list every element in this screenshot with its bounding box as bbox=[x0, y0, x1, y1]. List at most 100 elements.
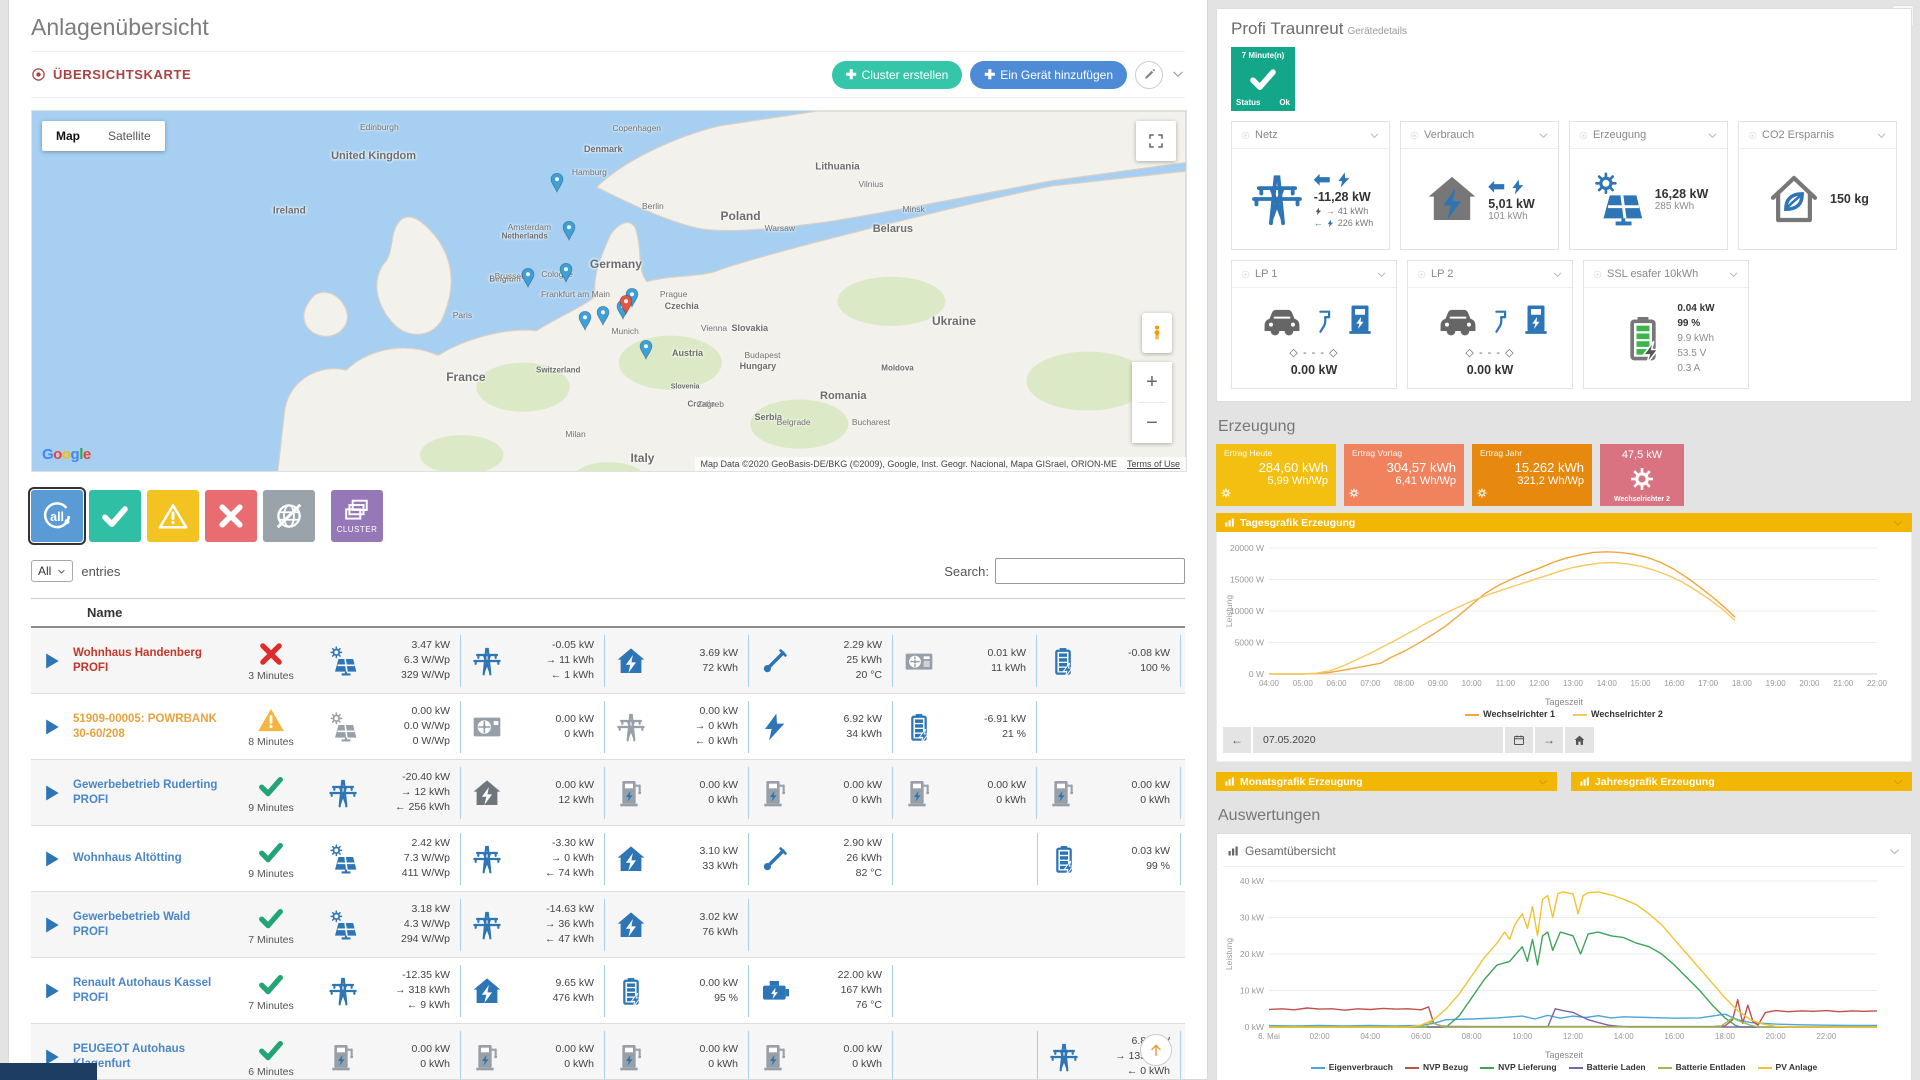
legend-item[interactable]: Eigenverbrauch bbox=[1311, 1062, 1393, 1072]
legend-item[interactable]: Wechselrichter 1 bbox=[1465, 709, 1555, 719]
map-card-title[interactable]: ÜBERSICHTSKARTE bbox=[31, 67, 191, 82]
map-marker-pin[interactable] bbox=[635, 339, 657, 361]
metric-charger: 0.00 kW0 kWh bbox=[893, 767, 1037, 819]
map-zoom-out-button[interactable]: − bbox=[1132, 403, 1172, 443]
map-marker-pin[interactable] bbox=[555, 262, 577, 284]
filter-ok-button[interactable] bbox=[89, 490, 141, 542]
pegman-control[interactable] bbox=[1142, 313, 1172, 353]
plant-name[interactable]: 51909-00005: POWRBANK 30-60/208 bbox=[73, 712, 225, 742]
today-button[interactable] bbox=[1565, 727, 1594, 753]
monthly-graph-bar[interactable]: Monatsgrafik Erzeugung bbox=[1216, 772, 1557, 791]
page-title: Anlagenübersicht bbox=[31, 0, 1185, 52]
legend-item[interactable]: Wechselrichter 2 bbox=[1573, 709, 1663, 719]
search-input[interactable] bbox=[995, 558, 1185, 584]
filter-cluster-button[interactable]: CLUSTER bbox=[331, 490, 383, 542]
svg-text:05:00: 05:00 bbox=[1293, 679, 1314, 688]
battery-card-header[interactable]: SSL esafer 10kWh bbox=[1584, 261, 1748, 288]
plant-name[interactable]: Gewerbebetrieb Wald PROFI bbox=[73, 910, 225, 940]
calendar-button[interactable] bbox=[1505, 727, 1533, 753]
gear-icon[interactable] bbox=[1477, 484, 1487, 502]
svg-text:6. Mai: 6. Mai bbox=[1258, 1032, 1280, 1041]
plant-name[interactable]: Gewerbebetrieb Ruderting PROFI bbox=[73, 778, 225, 808]
legend-item[interactable]: NVP Bezug bbox=[1405, 1062, 1468, 1072]
chevron-down-icon bbox=[1171, 67, 1185, 81]
open-plant-button[interactable] bbox=[31, 981, 73, 1001]
scroll-to-top-button[interactable] bbox=[1140, 1034, 1172, 1066]
date-display[interactable]: 07.05.2020 bbox=[1253, 727, 1503, 753]
overall-overview-chart[interactable]: 0 kW10 kW20 kW30 kW40 kW6. Mai02:0004:00… bbox=[1223, 873, 1887, 1045]
daily-production-chart[interactable]: 0 W5000 W10000 W15000 W20000 W04:0005:00… bbox=[1223, 540, 1887, 692]
charging-cable-icon bbox=[1491, 302, 1517, 342]
filter-warning-button[interactable] bbox=[147, 490, 199, 542]
map-fullscreen-button[interactable] bbox=[1136, 121, 1176, 161]
metric-house: 3.02 kW76 kWh bbox=[605, 899, 749, 951]
bolt-icon bbox=[1314, 207, 1323, 216]
map-marker-pin[interactable] bbox=[546, 172, 568, 194]
svg-text:22:00: 22:00 bbox=[1867, 679, 1887, 688]
plug-state: ◇ - - - ◇ bbox=[1465, 346, 1514, 359]
gear-icon[interactable] bbox=[1221, 484, 1231, 502]
svg-text:Leistung: Leistung bbox=[1224, 595, 1234, 627]
battery-icon bbox=[903, 711, 935, 743]
collapse-map-card[interactable] bbox=[1171, 66, 1185, 84]
edit-button[interactable] bbox=[1135, 61, 1163, 89]
plant-name[interactable]: Wohnhaus Handenberg PROFI bbox=[73, 646, 225, 676]
open-plant-button[interactable] bbox=[31, 849, 73, 869]
metric-solar: 0.00 kW0.0 W/Wp0 W/Wp bbox=[317, 701, 461, 753]
grid-card-header[interactable]: Netz bbox=[1232, 122, 1389, 149]
filter-all-button[interactable] bbox=[31, 490, 83, 542]
metric-values: 0.00 kW0 kWh bbox=[367, 1042, 450, 1071]
open-plant-button[interactable] bbox=[31, 783, 73, 803]
map-zoom-in-button[interactable]: + bbox=[1132, 362, 1172, 402]
page-size-select[interactable]: All bbox=[31, 560, 73, 582]
legend-item[interactable]: NVP Lieferung bbox=[1480, 1062, 1556, 1072]
legend-item[interactable]: PV Anlage bbox=[1758, 1062, 1818, 1072]
yield-tile-2[interactable]: Ertrag Jahr15.262 kWh321,2 Wh/Wp bbox=[1472, 444, 1592, 506]
overview-map[interactable]: United KingdomIrelandFranceGermanyPoland… bbox=[31, 110, 1187, 472]
open-plant-button[interactable] bbox=[31, 651, 73, 671]
filter-offline-button[interactable] bbox=[263, 490, 315, 542]
plant-name[interactable]: Wohnhaus Altötting bbox=[73, 851, 225, 866]
daily-graph-bar[interactable]: Tagesgrafik Erzeugung bbox=[1216, 513, 1912, 532]
collapse-overview-card[interactable] bbox=[1888, 844, 1901, 858]
metric-values: 0.00 kW0 kWh bbox=[511, 1042, 594, 1071]
table-body: Wohnhaus Handenberg PROFI3 Minutes3.47 k… bbox=[31, 628, 1185, 1080]
svg-text:10000 W: 10000 W bbox=[1230, 606, 1264, 616]
gear-icon bbox=[1630, 467, 1654, 491]
legend-item[interactable]: Batterie Laden bbox=[1569, 1062, 1646, 1072]
name-column-header[interactable]: Name bbox=[31, 605, 122, 620]
plant-name[interactable]: Renault Autohaus Kassel PROFI bbox=[73, 976, 225, 1006]
legend-item[interactable]: Batterie Entladen bbox=[1658, 1062, 1746, 1072]
map-type-map-button[interactable]: Map bbox=[42, 121, 94, 151]
add-device-button[interactable]: ✚Ein Gerät hinzufügen bbox=[970, 61, 1127, 89]
prev-day-button[interactable]: ← bbox=[1223, 727, 1251, 753]
inverter-tile[interactable]: 47,5 kWWechselrichter 2 bbox=[1600, 444, 1684, 506]
chargepoint-1-header[interactable]: LP 1 bbox=[1232, 261, 1396, 288]
consumption-card-header[interactable]: Verbrauch bbox=[1401, 122, 1558, 149]
map-marker-pin[interactable] bbox=[558, 220, 580, 242]
metric-values: 3.69 kW72 kWh bbox=[655, 646, 738, 675]
map-type-satellite-button[interactable]: Satellite bbox=[94, 121, 165, 151]
map-marker-pin[interactable] bbox=[517, 267, 539, 289]
arrow-left-icon: ⬅ bbox=[1314, 170, 1331, 190]
metric-heatpump: 0.01 kW11 kWh bbox=[893, 635, 1037, 687]
chargepoint-2-header[interactable]: LP 2 bbox=[1408, 261, 1572, 288]
gear-icon[interactable] bbox=[1349, 484, 1359, 502]
yield-tile-0[interactable]: Ertrag Heute284,60 kWh5,99 Wh/Wp bbox=[1216, 444, 1336, 506]
create-cluster-button[interactable]: ✚Cluster erstellen bbox=[832, 61, 963, 89]
production-card-header[interactable]: Erzeugung bbox=[1570, 122, 1727, 149]
open-plant-button[interactable] bbox=[31, 717, 73, 737]
map-terms-link[interactable]: Terms of Use bbox=[1127, 459, 1180, 469]
yearly-graph-bar[interactable]: Jahresgrafik Erzeugung bbox=[1571, 772, 1912, 791]
charging-cable-icon bbox=[1315, 302, 1341, 342]
yield-tile-1[interactable]: Ertrag Vortag304,57 kWh6,41 Wh/Wp bbox=[1344, 444, 1464, 506]
device-status-tile[interactable]: 7 Minute(n) Status Ok bbox=[1231, 47, 1295, 111]
filter-error-button[interactable] bbox=[205, 490, 257, 542]
svg-text:18:00: 18:00 bbox=[1732, 679, 1753, 688]
co2-card-header[interactable]: CO2 Ersparnis bbox=[1739, 122, 1896, 149]
metric-bolt: 6.92 kW34 kWh bbox=[749, 701, 893, 753]
open-plant-button[interactable] bbox=[31, 915, 73, 935]
next-day-button[interactable]: → bbox=[1535, 727, 1563, 753]
metric-heater: 2.90 kW26 kWh82 °C bbox=[749, 833, 893, 885]
map-marker-pin[interactable] bbox=[615, 294, 637, 316]
